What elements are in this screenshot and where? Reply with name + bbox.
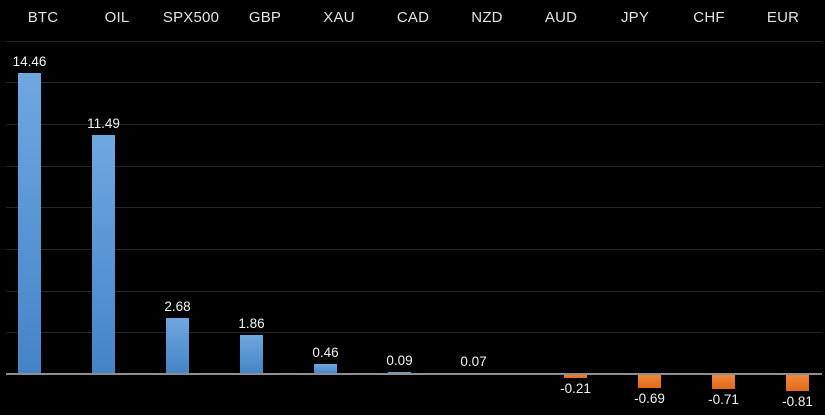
value-label-btc: 14.46: [12, 53, 47, 69]
category-label-oil: OIL: [104, 9, 130, 26]
gridline: [6, 82, 822, 83]
value-label-eur: -0.81: [782, 393, 813, 409]
gridline: [6, 332, 822, 333]
category-label-nzd: NZD: [471, 9, 503, 26]
category-label-gbp: GBP: [248, 9, 282, 26]
bar-aud: [564, 374, 587, 379]
category-label-btc: BTC: [27, 9, 59, 26]
value-label-xau: 0.46: [312, 345, 339, 361]
value-label-gbp: 1.86: [238, 316, 265, 332]
gridline: [6, 124, 822, 125]
category-label-spx500: SPX500: [162, 9, 220, 26]
category-label-aud: AUD: [544, 9, 578, 26]
value-label-nzd: 0.07: [460, 353, 487, 369]
category-label-jpy: JPY: [620, 9, 650, 26]
bar-chf: [712, 374, 735, 389]
zero-axis-line: [6, 373, 822, 375]
gridline: [6, 41, 822, 42]
bar-spx500: [166, 318, 189, 374]
value-label-chf: -0.71: [708, 391, 739, 407]
bar-xau: [314, 364, 337, 374]
category-label-xau: XAU: [323, 9, 355, 26]
category-label-cad: CAD: [396, 9, 430, 26]
value-label-jpy: -0.69: [634, 391, 665, 407]
value-label-aud: -0.21: [560, 381, 591, 397]
gridline: [6, 291, 822, 292]
bar-oil: [92, 134, 115, 374]
value-label-spx500: 2.68: [164, 299, 191, 315]
gridline: [6, 249, 822, 250]
value-label-oil: 11.49: [87, 115, 120, 131]
bar-eur: [786, 374, 809, 391]
bar-gbp: [240, 335, 263, 374]
bar-btc: [18, 72, 41, 374]
value-label-cad: 0.09: [386, 353, 413, 369]
category-label-chf: CHF: [693, 9, 725, 26]
bar-jpy: [638, 374, 661, 389]
gridline: [6, 207, 822, 208]
category-label-eur: EUR: [766, 9, 800, 26]
gridline: [6, 166, 822, 167]
